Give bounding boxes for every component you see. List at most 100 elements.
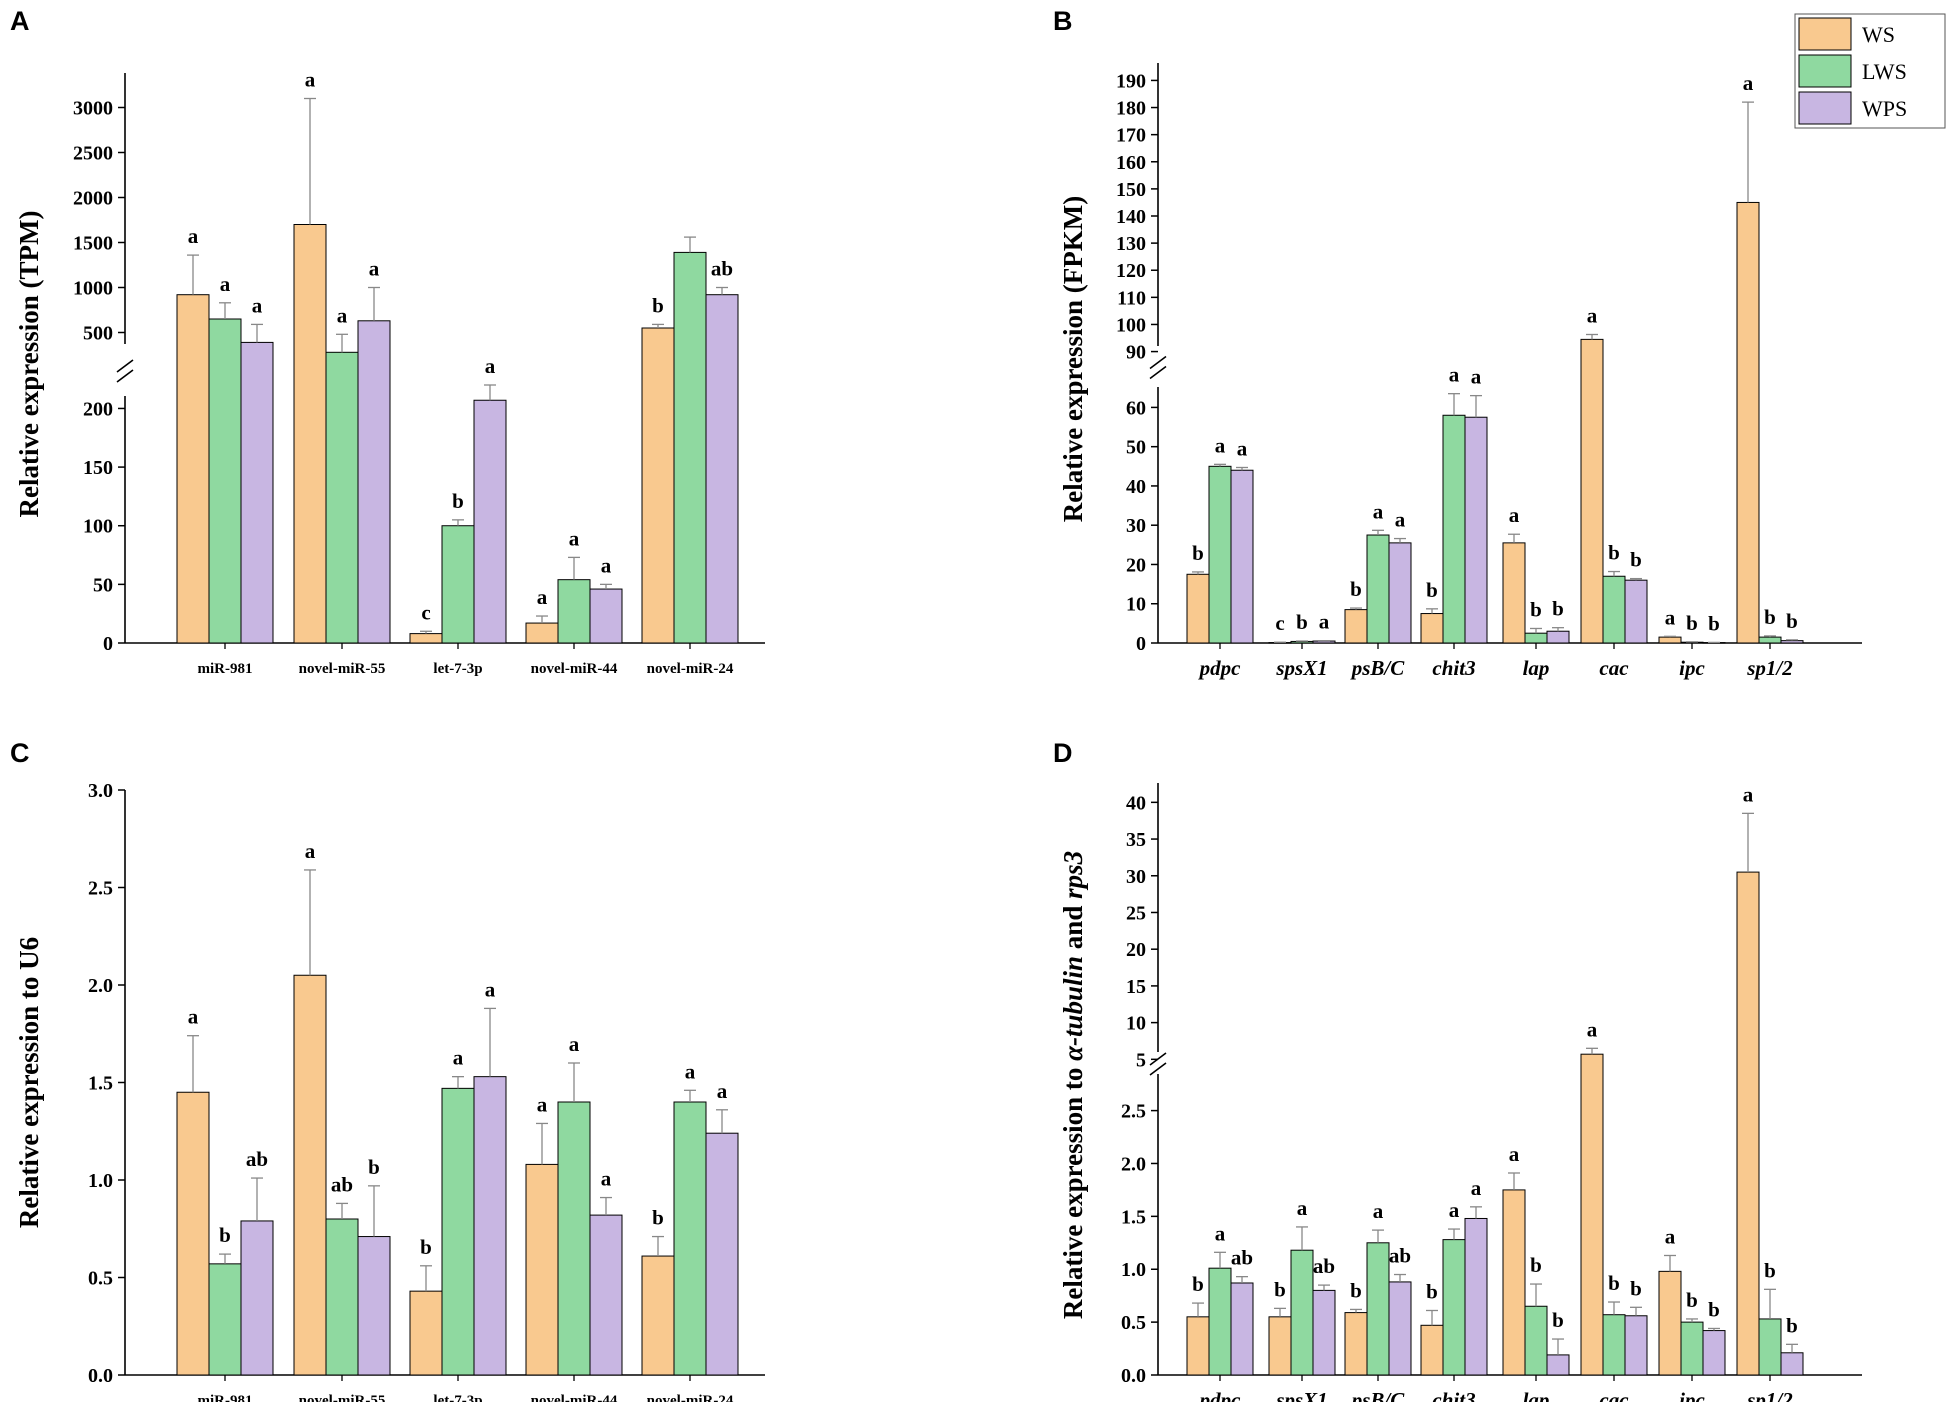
y-axis-label-part: Relative expression to U6: [14, 937, 44, 1228]
significance-label: a: [569, 526, 580, 550]
significance-label: b: [1530, 1253, 1542, 1277]
significance-label: b: [1630, 1276, 1642, 1300]
category-label: chit3: [1432, 1388, 1475, 1402]
bar-lws: [1208, 1267, 1232, 1376]
significance-label: a: [1743, 782, 1754, 806]
y-tick-label: 1.5: [88, 1073, 113, 1095]
y-tick-label: 3.0: [88, 780, 113, 802]
bar-wps: [705, 1132, 739, 1376]
significance-label: a: [1509, 503, 1520, 527]
category-label: psB/C: [1350, 656, 1406, 680]
y-tick-label: 200: [83, 398, 113, 420]
category-label: novel-miR-44: [531, 661, 618, 677]
bar-wps: [1388, 1281, 1412, 1376]
y-tick-label: 40: [1126, 792, 1146, 814]
bar-lws: [1758, 1318, 1782, 1376]
panel-d-letter: D: [1053, 738, 1073, 768]
panel-c-letter: C: [10, 738, 30, 768]
y-tick-label: 2000: [73, 188, 113, 210]
bar-ws: [1420, 613, 1444, 644]
legend-label: LWS: [1862, 59, 1907, 84]
significance-label: a: [1471, 1176, 1482, 1200]
significance-label: b: [368, 1155, 380, 1179]
significance-label: a: [485, 977, 496, 1001]
y-axis-label: Relative expression to α-tubulin and rps…: [1058, 851, 1088, 1319]
y-tick-label: 60: [1126, 397, 1146, 419]
bar-wps: [705, 294, 739, 644]
panel-b-letter: B: [1053, 6, 1073, 36]
y-axis-label-part: and: [1058, 899, 1088, 956]
legend-swatch-lws: [1798, 54, 1852, 88]
bar-ws: [1344, 1312, 1368, 1376]
bar-ws: [641, 1255, 675, 1376]
y-tick-label: 1000: [73, 278, 113, 300]
bar-wps: [1312, 1289, 1336, 1376]
significance-label: a: [188, 1005, 199, 1029]
significance-label: b: [652, 293, 664, 317]
significance-label: c: [1275, 611, 1284, 635]
bar-ws: [1580, 1053, 1604, 1376]
y-tick-label: 130: [1116, 233, 1146, 255]
significance-label: a: [1449, 1198, 1460, 1222]
panel-d: D 0.0 0.5 1.0 1.5 2.0 2.5 5 10 15 20 25 30 35 40 Relat…: [1053, 738, 1862, 1402]
bar-wps: [1464, 1217, 1488, 1376]
category-label: let-7-3p: [433, 661, 482, 677]
significance-label: a: [485, 354, 496, 378]
y-tick-label: 100: [1116, 314, 1146, 336]
bar-ws: [1186, 573, 1210, 644]
panel-b: B 0 10 20 30 40 50 60 90 100 110 120 130 140 150 160 17…: [1053, 6, 1862, 680]
bar-lws: [325, 351, 359, 644]
significance-label: a: [1509, 1142, 1520, 1166]
bar-lws: [1366, 1242, 1390, 1376]
y-tick-label: 150: [83, 457, 113, 479]
significance-label: b: [1192, 1272, 1204, 1296]
y-tick-label: 160: [1116, 152, 1146, 174]
category-label: pdpc: [1198, 656, 1242, 680]
bar-ws: [409, 633, 443, 644]
category-label: novel-miR-24: [647, 661, 734, 677]
significance-label: b: [1350, 1278, 1362, 1302]
significance-label: a: [1471, 365, 1482, 389]
category-label: ipc: [1679, 1388, 1705, 1402]
axis-break-mark: [116, 369, 134, 383]
significance-label: b: [1786, 609, 1798, 633]
significance-label: a: [1743, 71, 1754, 95]
y-axis-label-part: rps3: [1058, 851, 1088, 899]
category-label: lap: [1523, 656, 1550, 680]
bar-ws: [1344, 609, 1368, 644]
significance-label: b: [1708, 1297, 1720, 1321]
significance-label: a: [569, 1032, 580, 1056]
bar-lws: [1758, 636, 1782, 644]
significance-label: b: [1296, 610, 1308, 634]
significance-label: a: [220, 272, 231, 296]
significance-label: b: [1786, 1313, 1798, 1337]
significance-label: a: [1373, 499, 1384, 523]
category-label: miR-981: [198, 661, 253, 677]
y-axis-label: Relative expression (TPM): [14, 211, 44, 518]
y-tick-label: 120: [1116, 260, 1146, 282]
bar-wps: [1780, 640, 1804, 644]
category-label: novel-miR-44: [531, 1393, 618, 1402]
significance-label: ab: [246, 1147, 268, 1171]
significance-label: b: [1686, 1288, 1698, 1312]
y-tick-label: 1.0: [1121, 1259, 1146, 1281]
y-tick-label: 1.0: [88, 1170, 113, 1192]
bar-ws: [1580, 338, 1604, 644]
significance-label: a: [717, 1079, 728, 1103]
bar-lws: [1602, 1314, 1626, 1376]
significance-label: a: [601, 553, 612, 577]
bar-lws: [557, 1101, 591, 1376]
bar-wps: [1464, 416, 1488, 644]
significance-label: ab: [1231, 1246, 1253, 1270]
significance-label: b: [1608, 541, 1620, 565]
significance-label: b: [1426, 1279, 1438, 1303]
bar-ws: [1502, 542, 1526, 644]
bar-ws: [293, 974, 327, 1376]
y-tick-label: 25: [1126, 902, 1146, 924]
bar-lws: [557, 579, 591, 644]
bar-lws: [441, 1087, 475, 1376]
axis-break-mark: [1149, 365, 1167, 380]
y-tick-label: 2.0: [1121, 1153, 1146, 1175]
y-axis-label-part: Relative expression to: [1058, 1061, 1088, 1319]
bar-wps: [1312, 640, 1336, 644]
